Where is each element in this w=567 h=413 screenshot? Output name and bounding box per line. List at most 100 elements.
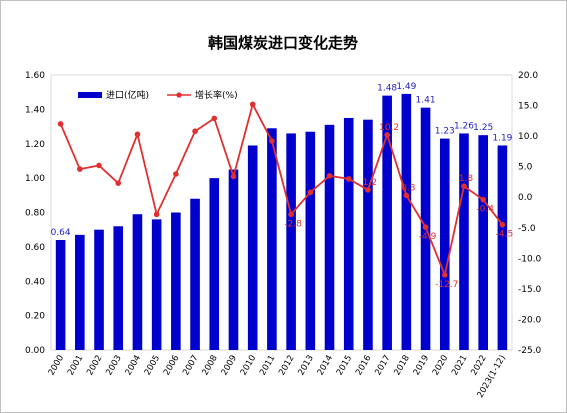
import-bar — [363, 119, 373, 350]
x-tick-label: 2009 — [220, 354, 239, 378]
growth-point — [307, 189, 314, 196]
growth-point — [96, 162, 102, 169]
x-tick-label: 2018 — [392, 354, 411, 378]
import-bar — [324, 124, 335, 350]
import-bar — [343, 117, 354, 350]
y-left-tick-label: 0.40 — [25, 277, 45, 287]
bar-data-label: 1.41 — [416, 96, 436, 106]
growth-point — [134, 131, 141, 138]
growth-data-label: 10.2 — [379, 123, 399, 133]
y-left-tick-label: 0.60 — [25, 243, 45, 253]
bar-data-label: 1.49 — [396, 82, 416, 92]
x-tick-label: 2006 — [162, 354, 181, 378]
x-tick-label: 2001 — [66, 354, 85, 378]
import-bar — [267, 128, 277, 350]
y-left-tick-label: 0.00 — [25, 346, 45, 356]
bar-data-label: 1.26 — [454, 121, 474, 131]
x-tick-label: 2008 — [200, 354, 219, 378]
x-tick-label: 2017 — [373, 354, 392, 378]
growth-point — [365, 187, 371, 193]
growth-point — [345, 176, 352, 182]
import-bar — [55, 240, 66, 350]
legend-swatch-import — [78, 92, 102, 98]
growth-point — [384, 132, 390, 138]
bar-data-label: 1.48 — [377, 84, 397, 94]
growth-point — [499, 221, 506, 228]
growth-point — [192, 128, 198, 135]
y-right-tick-label: 20.0 — [518, 71, 538, 81]
chart-title: 韩国煤炭进口变化走势 — [208, 34, 358, 52]
y-left-tick-label: 0.80 — [25, 209, 45, 219]
growth-point — [480, 196, 486, 203]
y-right-tick-label: 0.0 — [518, 193, 533, 203]
import-bar — [286, 133, 296, 350]
x-tick-label: 2019 — [412, 354, 431, 378]
growth-data-label: 0.3 — [401, 183, 415, 193]
growth-point — [211, 115, 218, 122]
growth-data-label: -4.5 — [496, 230, 514, 240]
import-bar — [151, 219, 162, 350]
x-tick-label: 2005 — [143, 354, 162, 378]
bar-data-label: 0.64 — [51, 228, 71, 238]
import-bar — [75, 234, 85, 350]
y-right-tick-label: 5.0 — [518, 163, 533, 173]
growth-point — [249, 101, 256, 108]
import-bar — [439, 138, 450, 350]
x-tick-label: 2013 — [296, 354, 315, 378]
x-tick-label: 2011 — [258, 354, 277, 378]
x-tick-label: 2022 — [469, 354, 488, 378]
growth-point — [230, 173, 237, 180]
growth-point — [115, 180, 122, 186]
x-tick-label: 2021 — [450, 354, 469, 378]
import-bar — [132, 214, 143, 350]
growth-line — [59, 101, 504, 278]
growth-data-label: -12.7 — [435, 280, 458, 290]
import-bar — [209, 178, 220, 350]
y-right-tick-label: -15.0 — [518, 285, 542, 295]
x-tick-label: 2020 — [431, 354, 450, 378]
y-right-tick-label: -10.0 — [518, 254, 542, 264]
x-tick-label: 2004 — [124, 354, 143, 378]
import-bar — [497, 145, 508, 350]
legend-swatch-growth-marker — [176, 92, 182, 98]
growth-point — [77, 166, 83, 172]
y-left-tick-label: 1.40 — [25, 105, 45, 115]
x-tick-label: 2002 — [85, 354, 104, 378]
import-bar — [305, 131, 316, 350]
import-bar — [247, 145, 258, 350]
y-right-tick-label: -25.0 — [518, 346, 542, 356]
x-tick-label: 2014 — [316, 354, 335, 378]
growth-point — [269, 138, 275, 144]
y-right-tick-label: 10.0 — [518, 132, 538, 142]
growth-point — [153, 211, 160, 218]
x-tick-label: 2003 — [104, 354, 123, 378]
import-bar — [401, 93, 412, 350]
growth-point — [288, 211, 294, 218]
growth-data-label: -0.4 — [476, 205, 494, 215]
import-bar — [171, 212, 181, 350]
growth-point — [173, 171, 179, 177]
import-bar — [228, 169, 239, 350]
bar-data-label: 1.25 — [473, 123, 493, 133]
y-left-tick-label: 1.60 — [25, 71, 45, 81]
x-tick-label: 2016 — [354, 354, 373, 378]
x-tick-label: 2015 — [335, 354, 354, 378]
growth-data-label: 1.2 — [363, 178, 377, 188]
growth-data-label: -4.9 — [419, 232, 437, 242]
import-bar — [478, 135, 488, 350]
legend-label-import: 进口(亿吨) — [106, 89, 149, 101]
y-right-tick-label: -5.0 — [518, 224, 536, 234]
bar-data-label: 1.23 — [435, 127, 455, 137]
y-left-tick-label: 1.20 — [25, 140, 45, 150]
y-left-tick-label: 0.20 — [25, 312, 45, 322]
growth-point — [422, 224, 429, 230]
import-bar — [190, 198, 200, 350]
x-tick-label: 2010 — [239, 354, 258, 378]
import-bar — [94, 229, 104, 350]
legend-label-growth: 增长率(%) — [195, 89, 238, 101]
growth-data-label: -2.8 — [284, 219, 302, 229]
y-right-tick-label: -20.0 — [518, 315, 542, 325]
growth-data-label: 1.8 — [459, 174, 474, 184]
